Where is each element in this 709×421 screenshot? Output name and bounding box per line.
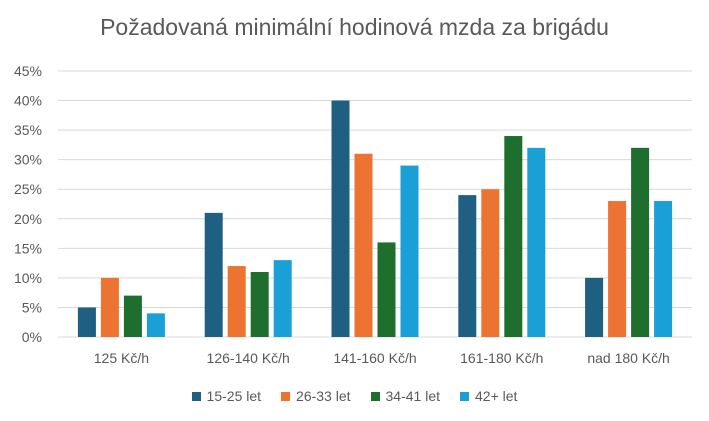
bar	[504, 136, 523, 337]
legend-item: 26-33 let	[281, 388, 351, 404]
x-tick-label: 161-180 Kč/h	[460, 350, 543, 366]
bar	[608, 201, 627, 337]
bar	[250, 271, 269, 337]
legend-item: 42+ let	[460, 388, 517, 404]
x-tick-label: 126-140 Kč/h	[207, 350, 290, 366]
bar	[77, 307, 96, 337]
y-tick-label: 15%	[14, 240, 42, 256]
bar	[458, 195, 477, 337]
bar	[204, 212, 223, 337]
y-tick-label: 45%	[14, 63, 42, 79]
legend-swatch	[460, 391, 469, 401]
legend-item: 34-41 let	[370, 388, 440, 404]
legend-swatch	[370, 391, 380, 401]
y-axis-ticks: 0% 5% 10% 15% 20% 25% 30% 35% 40% 45%	[14, 63, 42, 345]
bar	[654, 201, 673, 337]
bar	[146, 313, 165, 337]
y-tick-label: 20%	[14, 211, 42, 227]
x-tick-label: 125 Kč/h	[94, 350, 149, 366]
bar	[123, 295, 142, 337]
legend-swatch	[281, 391, 291, 401]
legend-swatch	[191, 391, 201, 401]
legend-label: 42+ let	[475, 388, 518, 404]
bar	[100, 277, 119, 337]
bar	[354, 153, 373, 337]
bar	[377, 242, 396, 337]
bar	[227, 266, 246, 337]
x-tick-label: nad 180 Kč/h	[587, 350, 670, 366]
x-axis-ticks: 125 Kč/h 126-140 Kč/h 141-160 Kč/h 161-180 …	[94, 350, 670, 366]
legend-label: 26-33 let	[296, 388, 351, 404]
bars	[77, 100, 673, 337]
gridlines	[58, 70, 692, 338]
x-tick-label: 141-160 Kč/h	[333, 350, 416, 366]
bar	[527, 147, 546, 337]
y-tick-label: 25%	[14, 181, 42, 197]
y-tick-label: 0%	[22, 329, 42, 345]
y-tick-label: 5%	[22, 299, 42, 315]
bar	[331, 100, 350, 337]
legend-label: 15-25 let	[206, 388, 262, 404]
y-tick-label: 40%	[14, 93, 42, 109]
bar	[631, 147, 650, 337]
legend-item: 15-25 let	[191, 388, 262, 404]
legend: 15-25 let 26-33 let 34-41 let 42+ let	[0, 388, 709, 404]
y-tick-label: 30%	[14, 152, 42, 168]
bar	[585, 277, 604, 337]
y-tick-label: 10%	[14, 270, 42, 286]
bar	[481, 189, 500, 337]
bar	[400, 165, 419, 337]
chart-title: Požadovaná minimální hodinová mzda za br…	[100, 14, 609, 40]
y-tick-label: 35%	[14, 122, 42, 138]
legend-label: 34-41 let	[385, 388, 440, 404]
bar	[273, 260, 292, 337]
